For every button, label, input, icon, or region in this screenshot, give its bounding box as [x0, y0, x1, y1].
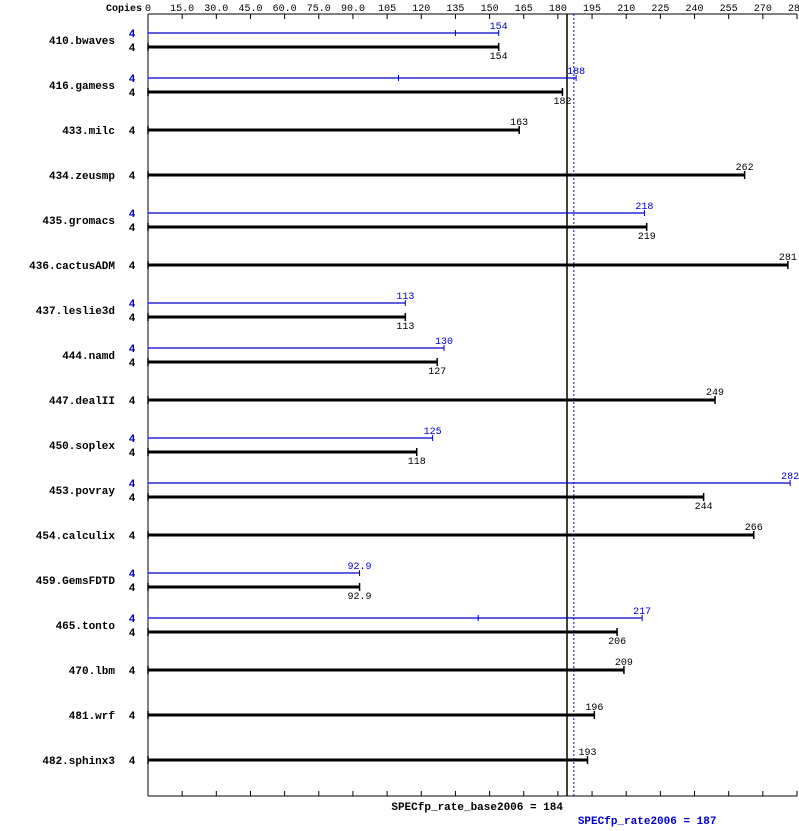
base-value: 163 [510, 118, 528, 129]
base-value: 127 [428, 367, 446, 378]
benchmark-label: 465.tonto [56, 621, 116, 633]
copies-peak: 4 [129, 29, 136, 41]
base-value: 244 [695, 502, 713, 513]
peak-value: 218 [635, 202, 653, 213]
peak-value: 92.9 [348, 562, 372, 573]
copies-base: 4 [129, 583, 136, 595]
base-value: 266 [745, 523, 763, 534]
benchmark-label: 435.gromacs [42, 216, 115, 228]
top-tick-label: 165 [515, 4, 533, 15]
copies-base: 4 [129, 493, 136, 505]
copies-header: Copies [106, 3, 142, 15]
benchmark-label: 453.povray [49, 486, 115, 498]
copies-base: 4 [129, 396, 136, 408]
copies-peak: 4 [129, 74, 136, 86]
copies-peak: 4 [129, 344, 136, 356]
base-value: 196 [585, 703, 603, 714]
base-value: 249 [706, 388, 724, 399]
copies-base: 4 [129, 531, 136, 543]
copies-base: 4 [129, 313, 136, 325]
top-tick-label: 75.0 [307, 4, 331, 15]
top-tick-label: 60.0 [273, 4, 297, 15]
base-value: 92.9 [348, 592, 372, 603]
top-tick-label: 210 [617, 4, 635, 15]
benchmark-label: 434.zeusmp [49, 171, 115, 183]
benchmark-label: 436.cactusADM [29, 261, 115, 273]
benchmark-label: 470.lbm [69, 666, 116, 678]
copies-peak: 4 [129, 209, 136, 221]
benchmark-label: 447.dealII [49, 396, 115, 408]
top-tick-label: 135 [446, 4, 464, 15]
copies-base: 4 [129, 711, 136, 723]
base-value: 281 [779, 253, 797, 264]
copies-peak: 4 [129, 569, 136, 581]
chart-svg: Copies0 15.0 30.0 45.0 60.0 75.0 90.0 105 120 135… [0, 0, 799, 831]
base-value: 219 [638, 232, 656, 243]
copies-peak: 4 [129, 434, 136, 446]
top-tick-label: 120 [412, 4, 430, 15]
peak-value: 154 [490, 22, 508, 33]
footer-peak-label: SPECfp_rate2006 = 187 [578, 816, 717, 828]
benchmark-label: 433.milc [62, 126, 115, 138]
base-value: 182 [553, 97, 571, 108]
benchmark-label: 454.calculix [36, 531, 116, 543]
peak-value: 113 [396, 292, 414, 303]
copies-base: 4 [129, 126, 136, 138]
copies-base: 4 [129, 261, 136, 273]
base-value: 193 [578, 748, 596, 759]
copies-peak: 4 [129, 479, 136, 491]
top-tick-label: 225 [651, 4, 669, 15]
copies-base: 4 [129, 88, 136, 100]
top-tick-label: 15.0 [170, 4, 194, 15]
benchmark-label: 410.bwaves [49, 36, 115, 48]
spec-chart: Copies0 15.0 30.0 45.0 60.0 75.0 90.0 105 120 135… [0, 0, 799, 831]
benchmark-label: 416.gamess [49, 81, 115, 93]
top-tick-label: 30.0 [204, 4, 228, 15]
base-value: 262 [736, 163, 754, 174]
base-value: 154 [490, 52, 508, 63]
benchmark-label: 482.sphinx3 [42, 756, 115, 768]
top-tick-label: 150 [481, 4, 499, 15]
base-value: 118 [408, 457, 426, 468]
copies-base: 4 [129, 171, 136, 183]
copies-base: 4 [129, 756, 136, 768]
peak-value: 125 [424, 427, 442, 438]
base-value: 113 [396, 322, 414, 333]
copies-base: 4 [129, 666, 136, 678]
copies-base: 4 [129, 223, 136, 235]
footer-base-label: SPECfp_rate_base2006 = 184 [391, 802, 563, 814]
copies-base: 4 [129, 43, 136, 55]
base-value: 209 [615, 658, 633, 669]
top-tick-label: 240 [686, 4, 704, 15]
top-tick-label: 285 [788, 4, 799, 15]
top-tick-label: 105 [378, 4, 396, 15]
copies-base: 4 [129, 448, 136, 460]
top-tick-label: 255 [720, 4, 738, 15]
benchmark-label: 444.namd [62, 351, 115, 363]
base-value: 206 [608, 637, 626, 648]
top-tick-label: 0 [145, 4, 151, 15]
benchmark-label: 459.GemsFDTD [36, 576, 116, 588]
benchmark-label: 437.leslie3d [36, 306, 115, 318]
copies-peak: 4 [129, 614, 136, 626]
copies-peak: 4 [129, 299, 136, 311]
peak-value: 282 [781, 472, 799, 483]
peak-value: 188 [567, 67, 585, 78]
top-tick-label: 90.0 [341, 4, 365, 15]
benchmark-label: 450.soplex [49, 441, 115, 453]
benchmark-label: 481.wrf [69, 711, 116, 723]
peak-value: 217 [633, 607, 651, 618]
top-tick-label: 45.0 [238, 4, 262, 15]
peak-value: 130 [435, 337, 453, 348]
copies-base: 4 [129, 628, 136, 640]
copies-base: 4 [129, 358, 136, 370]
top-tick-label: 195 [583, 4, 601, 15]
top-tick-label: 270 [754, 4, 772, 15]
top-tick-label: 180 [549, 4, 567, 15]
